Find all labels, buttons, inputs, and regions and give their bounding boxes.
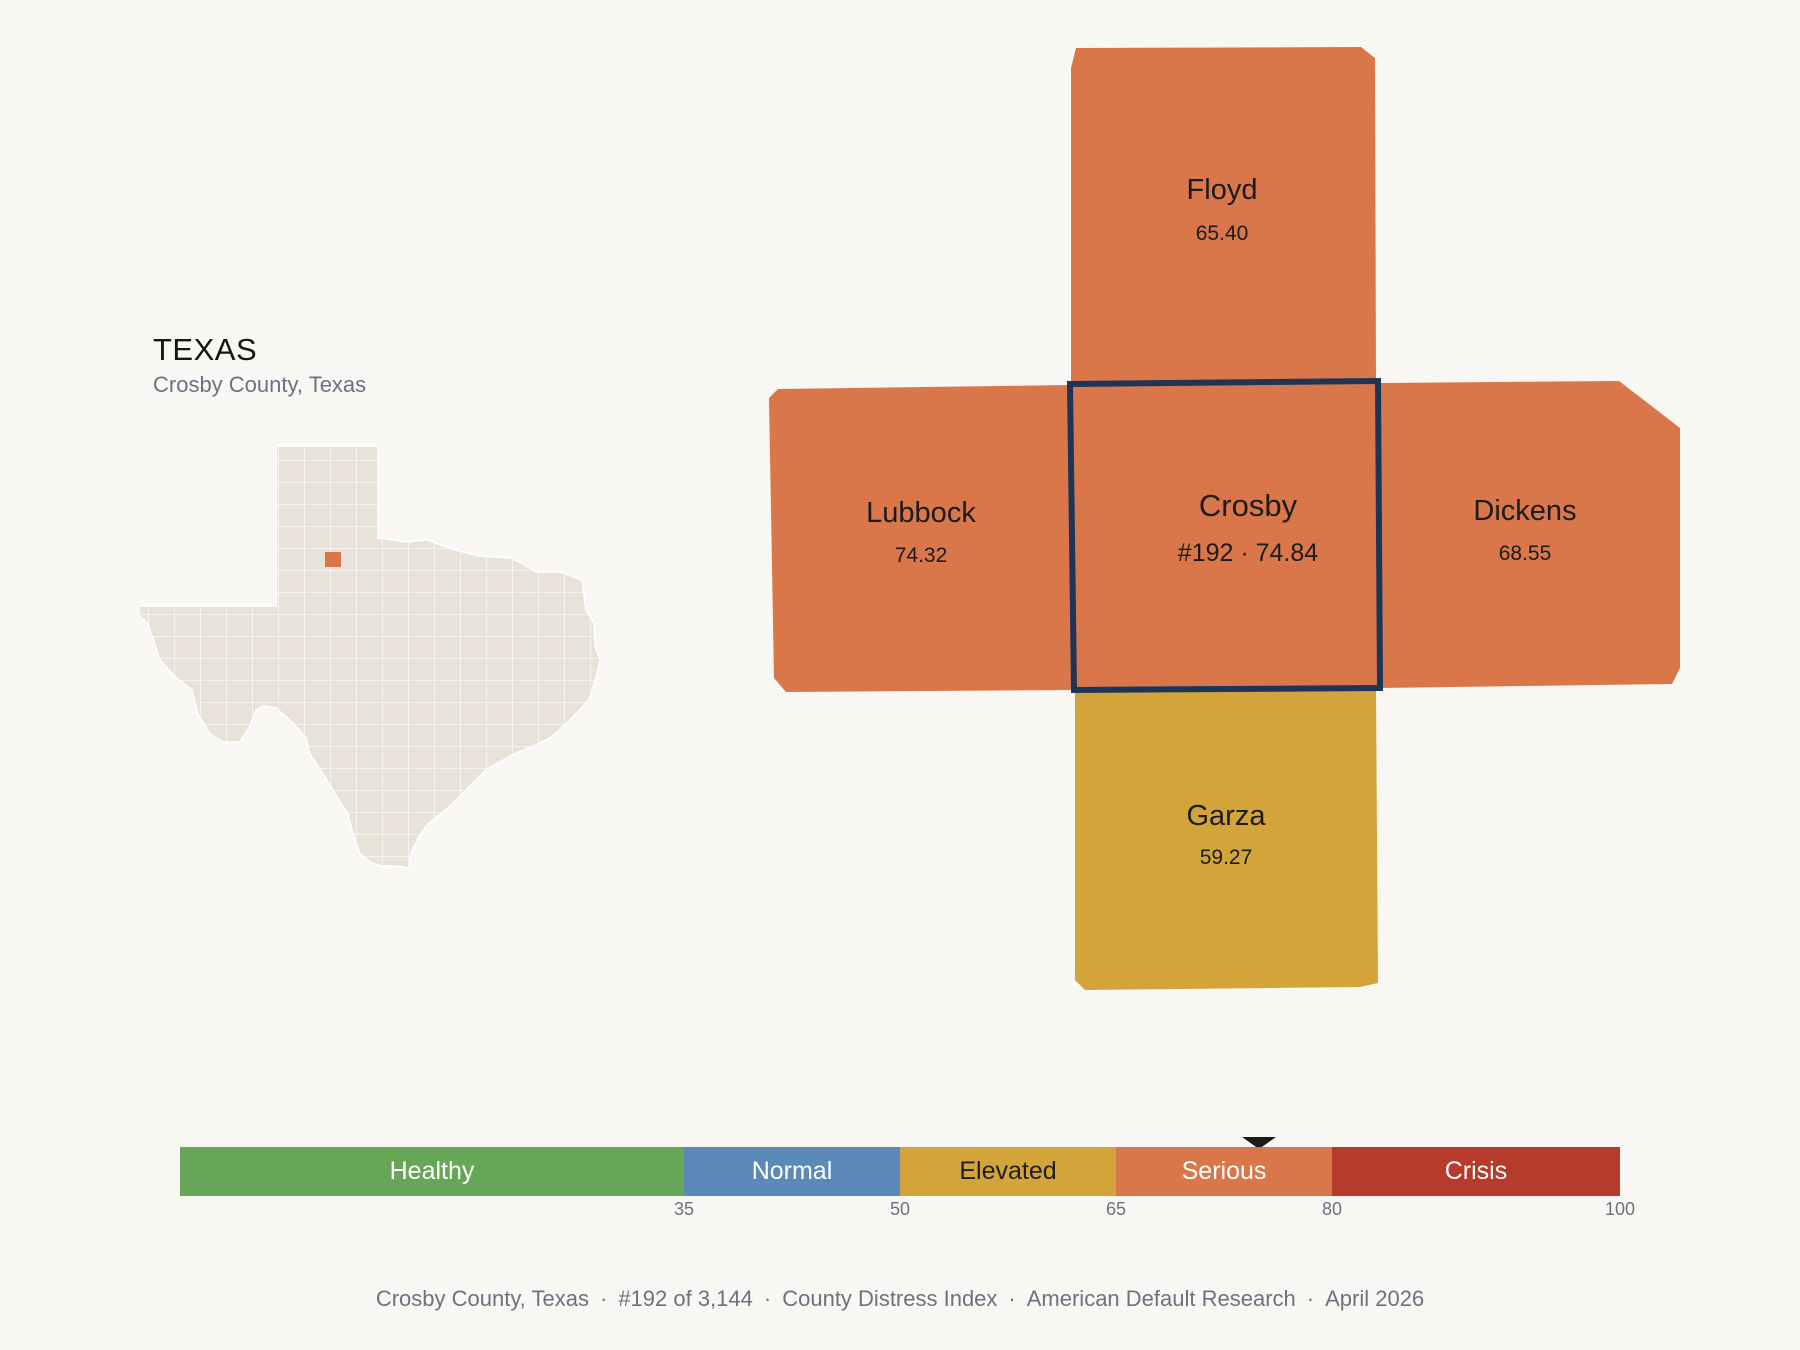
- crosby-name: Crosby: [1199, 488, 1298, 523]
- county-floyd[interactable]: [1071, 47, 1376, 386]
- tick-65: 65: [1105, 1199, 1127, 1219]
- crosby-rank-score: #192 · 74.84: [1178, 539, 1318, 567]
- distress-scale-legend: Healthy Normal Elevated Serious Crisis: [180, 1147, 1620, 1196]
- state-title: TEXAS: [153, 332, 258, 367]
- footer-separator: ·: [1306, 1286, 1315, 1311]
- footer-county: Crosby County, Texas: [375, 1286, 589, 1311]
- footer-index: County Distress Index: [782, 1286, 998, 1311]
- footer-separator: ·: [599, 1286, 608, 1311]
- lubbock-name: Lubbock: [866, 497, 976, 529]
- neighbor-counties-map: Floyd 65.40 Lubbock 74.32 Crosby #192 · …: [769, 47, 1680, 990]
- legend-normal: Normal: [684, 1147, 900, 1196]
- footer-date: April 2026: [1325, 1286, 1425, 1311]
- legend-elevated: Elevated: [900, 1147, 1116, 1196]
- footer-rank: #192 of 3,144: [618, 1286, 753, 1311]
- tick-80: 80: [1321, 1199, 1343, 1219]
- county-subtitle: Crosby County, Texas: [153, 372, 367, 397]
- county-garza[interactable]: [1075, 688, 1378, 990]
- footer-credits: Crosby County, Texas · #192 of 3,144 · Count…: [0, 1286, 1800, 1312]
- legend-serious: Serious: [1116, 1147, 1332, 1196]
- lubbock-score: 74.32: [895, 544, 948, 567]
- garza-score: 59.27: [1200, 846, 1253, 869]
- legend-healthy: Healthy: [180, 1147, 684, 1196]
- floyd-score: 65.40: [1196, 222, 1249, 245]
- score-pointer: [1242, 1137, 1276, 1149]
- county-lubbock[interactable]: [769, 385, 1074, 692]
- tick-35: 35: [673, 1199, 695, 1219]
- garza-name: Garza: [1187, 800, 1267, 832]
- texas-inset-map: [140, 445, 600, 869]
- footer-separator: ·: [763, 1286, 772, 1311]
- dickens-score: 68.55: [1499, 542, 1552, 565]
- tick-100: 100: [1604, 1199, 1636, 1219]
- footer-org: American Default Research: [1026, 1286, 1296, 1311]
- dickens-name: Dickens: [1473, 495, 1576, 527]
- legend-crisis: Crisis: [1332, 1147, 1620, 1196]
- tick-50: 50: [889, 1199, 911, 1219]
- footer-separator: ·: [1008, 1286, 1016, 1311]
- county-dickens[interactable]: [1380, 381, 1680, 688]
- crosby-county-marker: [325, 552, 341, 567]
- county-crosby[interactable]: [1066, 377, 1384, 694]
- floyd-name: Floyd: [1187, 174, 1258, 206]
